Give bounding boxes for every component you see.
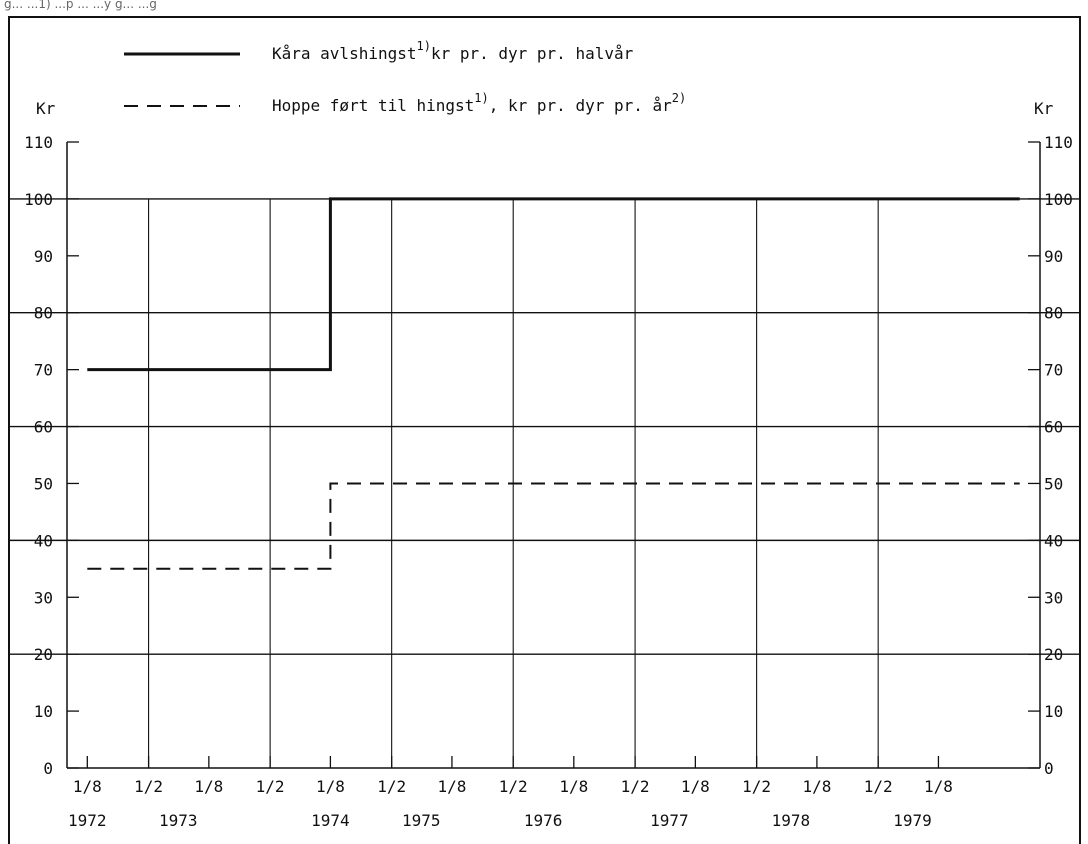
y-tick-label-right: 20 [1044, 645, 1063, 664]
x-tick-label: 1/8 [559, 777, 588, 796]
x-tick-label: 1/2 [621, 777, 650, 796]
y-tick-label-right: 30 [1044, 588, 1063, 607]
x-tick-label: 1/2 [742, 777, 771, 796]
x-tick-label: 1/2 [864, 777, 893, 796]
x-year-label: 1972 [68, 811, 107, 830]
x-tick-label: 1/8 [802, 777, 831, 796]
x-tick-label: 1/8 [924, 777, 953, 796]
y-tick-label-left: 100 [24, 190, 53, 209]
series-line-solid [87, 197, 1020, 372]
x-tick-label: 1/8 [194, 777, 223, 796]
y-tick-label-right: 80 [1044, 304, 1063, 323]
x-year-label: 1976 [524, 811, 563, 830]
legend-label-solid: Kåra avlshingst1)kr pr. dyr pr. halvår [272, 39, 634, 63]
y-tick-label-left: 30 [34, 588, 53, 607]
y-tick-label-left: 50 [34, 474, 53, 493]
x-tick-label: 1/2 [134, 777, 163, 796]
x-tick-label: 1/8 [681, 777, 710, 796]
x-tick-label: 1/8 [437, 777, 466, 796]
y-tick-label-left: 80 [34, 304, 53, 323]
y-unit-left: Kr [36, 99, 56, 118]
y-tick-label-right: 40 [1044, 531, 1063, 550]
y-unit-right: Kr [1034, 99, 1054, 118]
y-tick-label-right: 50 [1044, 474, 1063, 493]
legend: Kåra avlshingst1)kr pr. dyr pr. halvår H… [124, 39, 686, 115]
y-tick-label-left: 90 [34, 247, 53, 266]
x-tick-label: 1/2 [499, 777, 528, 796]
y-tick-label-left: 70 [34, 361, 53, 380]
x-year-label: 1974 [311, 811, 350, 830]
y-tick-label-left: 40 [34, 531, 53, 550]
y-tick-label-left: 10 [34, 702, 53, 721]
x-year-label: 1973 [159, 811, 198, 830]
y-tick-label-right: 0 [1044, 759, 1054, 778]
caption-fragment: g... ...1) ...p ... ...y g... ...g [4, 0, 157, 11]
x-year-label: 1979 [893, 811, 932, 830]
x-tick-label: 1/2 [377, 777, 406, 796]
x-year-label: 1977 [650, 811, 689, 830]
y-tick-label-left: 110 [24, 133, 53, 152]
x-tick-label: 1/8 [316, 777, 345, 796]
y-tick-label-right: 70 [1044, 361, 1063, 380]
series-line-dashed [87, 482, 1020, 570]
y-tick-label-right: 10 [1044, 702, 1063, 721]
legend-label-dashed: Hoppe ført til hingst1), kr pr. dyr pr. … [272, 91, 686, 115]
x-year-label: 1975 [402, 811, 441, 830]
y-tick-label-right: 100 [1044, 190, 1073, 209]
y-tick-label-right: 60 [1044, 418, 1063, 437]
y-tick-label-left: 20 [34, 645, 53, 664]
x-tick-label: 1/2 [256, 777, 285, 796]
y-tick-label-left: 0 [43, 759, 53, 778]
y-tick-label-right: 90 [1044, 247, 1063, 266]
x-tick-label: 1/8 [73, 777, 102, 796]
x-year-label: 1978 [772, 811, 811, 830]
y-tick-label-left: 60 [34, 418, 53, 437]
chart-frame [8, 16, 1081, 844]
y-tick-label-right: 110 [1044, 133, 1073, 152]
